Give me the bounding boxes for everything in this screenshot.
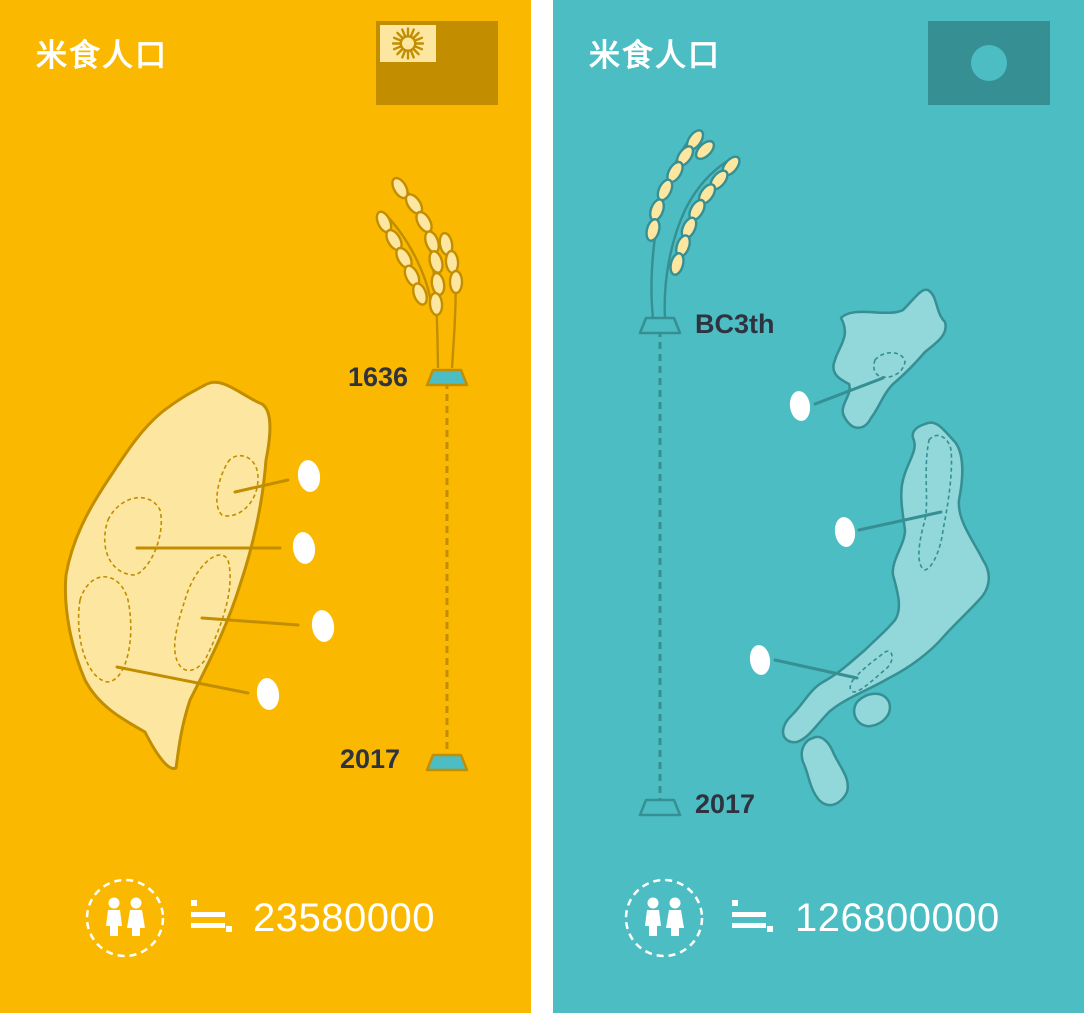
timeline-start-label: 1636 bbox=[348, 362, 409, 392]
timeline-end-label: 2017 bbox=[340, 744, 401, 774]
panel-japan: 米食人口 bbox=[553, 0, 1084, 1013]
approx-equal-icon bbox=[191, 900, 232, 932]
population-value: 126800000 bbox=[795, 896, 1000, 940]
rice-plant-icon bbox=[645, 129, 741, 319]
people-icon bbox=[85, 878, 165, 958]
taiwan-flag-icon bbox=[376, 21, 498, 105]
japan-flag-icon bbox=[928, 21, 1050, 105]
rice-grain-icon bbox=[749, 391, 856, 675]
taiwan-map-icon bbox=[63, 380, 272, 770]
panel-title: 米食人口 bbox=[589, 38, 721, 74]
people-icon bbox=[624, 878, 704, 958]
panel-title: 米食人口 bbox=[36, 38, 168, 74]
approx-equal-icon bbox=[732, 900, 773, 932]
japan-illustration bbox=[638, 129, 991, 817]
taiwan-illustration bbox=[63, 176, 469, 772]
timeline-end-label: 2017 bbox=[695, 789, 756, 819]
panel-taiwan: 米食人口 bbox=[0, 0, 531, 1013]
population-value: 23580000 bbox=[253, 896, 435, 940]
japan-map-icon bbox=[781, 288, 991, 807]
timeline-start-label: BC3th bbox=[695, 309, 775, 339]
rice-plant-icon bbox=[375, 176, 464, 369]
rice-grain-icon bbox=[256, 460, 335, 710]
